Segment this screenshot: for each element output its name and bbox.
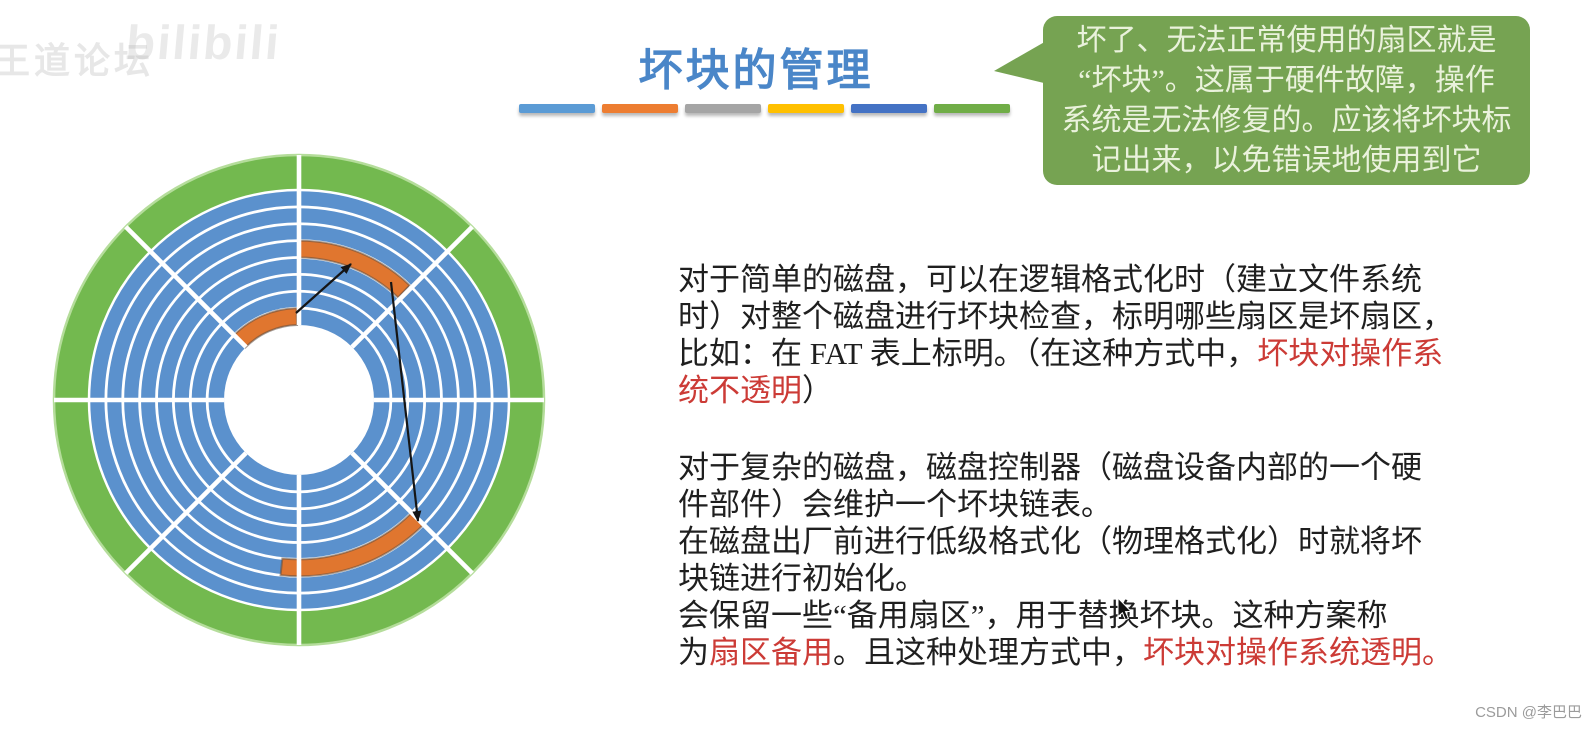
- sector-spoke: [350, 225, 474, 349]
- title-dash: [602, 104, 678, 113]
- text-segment: 在磁盘出厂前进行低级格式化（物理格式化）时就将坏: [678, 524, 1422, 559]
- mouse-cursor-icon: [1117, 598, 1133, 621]
- text-line: 块链进行初始化。: [678, 560, 1478, 597]
- text-line: 对于复杂的磁盘，磁盘控制器（磁盘设备内部的一个硬: [678, 449, 1478, 486]
- title-dash: [768, 104, 844, 113]
- speech-bubble-tail-icon: [994, 40, 1048, 84]
- text-segment: 。且这种处理方式中，: [833, 635, 1143, 670]
- text-segment: 块链进行初始化。: [678, 561, 926, 596]
- text-segment: ）: [802, 373, 833, 408]
- text-line: 时）对整个磁盘进行坏块检查，标明哪些扇区是坏扇区，: [678, 298, 1478, 335]
- text-segment-red: 统不透明: [678, 373, 802, 408]
- callout-line: 记出来，以免错误地使用到它: [1091, 143, 1482, 177]
- bilibili-logo-watermark: bilibili: [123, 17, 283, 70]
- callout-line: 系统是无法修复的。应该将坏块标: [1061, 103, 1512, 137]
- title-dash: [851, 104, 927, 113]
- text-segment: 会保留一些“备用扇区”，用于替换坏块。这种方案称: [678, 598, 1388, 633]
- text-segment: 时）对整个磁盘进行坏块检查，标明哪些扇区是坏扇区，: [678, 299, 1453, 334]
- text-line: 对于简单的磁盘，可以在逻辑格式化时（建立文件系统: [678, 261, 1478, 298]
- bad-block-chain-arrow: [295, 263, 352, 314]
- text-segment: 为: [678, 635, 709, 670]
- text-line: 件部件）会维护一个坏块链表。: [678, 486, 1478, 523]
- text-line: 在磁盘出厂前进行低级格式化（物理格式化）时就将坏: [678, 523, 1478, 560]
- bad-block-chain-arrow: [389, 281, 422, 522]
- title-underline: [519, 104, 1010, 113]
- text-segment: 对于复杂的磁盘，磁盘控制器（磁盘设备内部的一个硬: [678, 450, 1422, 485]
- disk-diagram: [52, 153, 546, 647]
- text-line: 会保留一些“备用扇区”，用于替换坏块。这种方案称: [678, 597, 1478, 634]
- text-line: 比如：在 FAT 表上标明。（在这种方式中，坏块对操作系: [678, 335, 1478, 372]
- csdn-watermark: CSDN @李巴巴: [1475, 704, 1582, 721]
- body-text: 对于简单的磁盘，可以在逻辑格式化时（建立文件系统 时）对整个磁盘进行坏块检查，标明…: [678, 261, 1478, 671]
- text-segment-red: 扇区备用: [709, 635, 833, 670]
- title-dash: [934, 104, 1010, 113]
- wangdao-watermark: 王道论坛: [0, 40, 155, 81]
- sector-spoke: [350, 451, 474, 575]
- title-dash: [685, 104, 761, 113]
- text-segment-red: 坏块对操作系: [1257, 336, 1444, 371]
- text-segment-red: 坏块对操作系统透明。: [1143, 635, 1453, 670]
- callout-bubble: 坏了、无法正常使用的扇区就是 “坏块”。这属于硬件故障，操作 系统是无法修复的。…: [1043, 16, 1530, 185]
- callout-line: 坏了、无法正常使用的扇区就是: [1076, 23, 1497, 57]
- paragraph-complex-disk: 对于复杂的磁盘，磁盘控制器（磁盘设备内部的一个硬 件部件）会维护一个坏块链表。 在磁…: [678, 449, 1478, 671]
- text-segment: 对于简单的磁盘，可以在逻辑格式化时（建立文件系统: [678, 262, 1422, 297]
- paragraph-simple-disk: 对于简单的磁盘，可以在逻辑格式化时（建立文件系统 时）对整个磁盘进行坏块检查，标明…: [678, 261, 1478, 409]
- text-segment: 件部件）会维护一个坏块链表。: [678, 487, 1112, 522]
- callout-line: “坏块”。这属于硬件故障，操作: [1078, 63, 1495, 97]
- text-segment: 比如：在 FAT 表上标明。（在这种方式中，: [678, 336, 1258, 371]
- sector-spoke: [124, 451, 248, 575]
- sector-spoke: [124, 225, 248, 349]
- spindle-hole: [224, 325, 374, 475]
- text-line: 统不透明）: [678, 372, 1478, 409]
- page-title: 坏块的管理: [638, 46, 874, 95]
- title-dash: [519, 104, 595, 113]
- text-line: 为扇区备用。且这种处理方式中，坏块对操作系统透明。: [678, 634, 1478, 671]
